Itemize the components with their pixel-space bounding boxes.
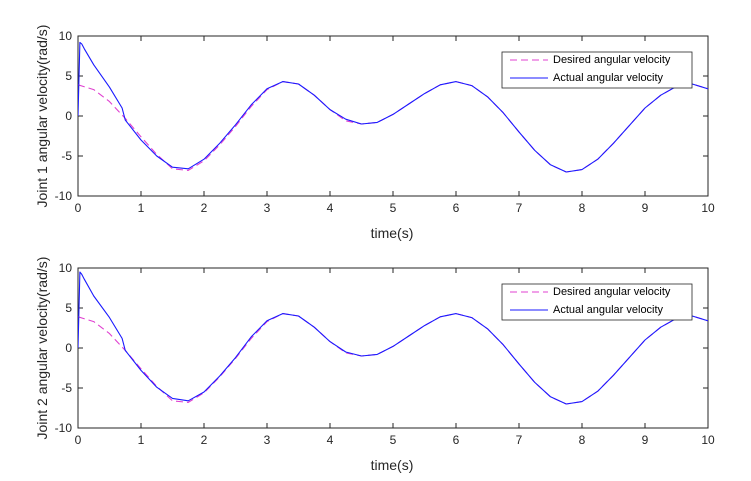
y-tick-label: 5 [65, 301, 72, 315]
chart-xlabel: time(s) [371, 225, 414, 241]
plot-layer: 0 1 2 3 4 5 6 7 8 9 10 -10 -5 0 5 10 [55, 261, 715, 447]
x-tick-label: 8 [579, 201, 586, 215]
x-tick-label: 7 [516, 433, 523, 447]
x-tick-label: 9 [642, 433, 649, 447]
legend-label-desired: Desired angular velocity [553, 54, 671, 66]
x-tick-label: 6 [453, 433, 460, 447]
x-tick-label: 4 [327, 433, 334, 447]
plot-layer: 0 1 2 3 4 5 6 7 8 9 10 -10 -5 0 5 10 [55, 29, 715, 215]
chart-ylabel: Joint 2 angular velocity(rad/s) [34, 257, 50, 440]
y-tick-label: 10 [59, 29, 73, 43]
x-tick-label: 8 [579, 433, 586, 447]
y-tick-label: 0 [65, 341, 72, 355]
x-tick-label: 6 [453, 201, 460, 215]
x-tick-label: 5 [390, 433, 397, 447]
x-tick-label: 3 [264, 201, 271, 215]
y-tick-label: 5 [65, 69, 72, 83]
chart-joint-2: 0 1 2 3 4 5 6 7 8 9 10 -10 -5 0 5 10 Joint 2 angular vel… [34, 257, 715, 473]
x-tick-label: 4 [327, 201, 334, 215]
chart-ylabel: Joint 1 angular velocity(rad/s) [34, 25, 50, 208]
x-tick-label: 9 [642, 201, 649, 215]
legend-box [501, 51, 693, 89]
x-tick-label: 1 [138, 433, 145, 447]
x-tick-label: 0 [75, 201, 82, 215]
x-tick-label: 7 [516, 201, 523, 215]
x-tick-label: 1 [138, 201, 145, 215]
x-tick-label: 5 [390, 201, 397, 215]
y-tick-label: -10 [55, 189, 73, 203]
y-tick-label: 0 [65, 109, 72, 123]
chart-joint-1: 0 1 2 3 4 5 6 7 8 9 10 -10 -5 0 5 10 Joint 1 angular vel… [34, 25, 715, 241]
legend-box [501, 283, 693, 321]
legend-label-desired: Desired angular velocity [553, 286, 671, 298]
x-tick-label: 2 [201, 201, 208, 215]
legend-label-actual: Actual angular velocity [553, 72, 664, 84]
x-tick-label: 3 [264, 433, 271, 447]
y-tick-label: -5 [61, 381, 72, 395]
legend-label-actual: Actual angular velocity [553, 304, 664, 316]
y-tick-label: 10 [59, 261, 73, 275]
x-tick-label: 10 [701, 433, 715, 447]
series-actual-line [78, 41, 708, 173]
x-tick-label: 2 [201, 433, 208, 447]
x-tick-label: 10 [701, 201, 715, 215]
chart-xlabel: time(s) [371, 457, 414, 473]
series-actual-line [78, 271, 708, 405]
y-tick-label: -10 [55, 421, 73, 435]
x-tick-label: 0 [75, 433, 82, 447]
y-tick-label: -5 [61, 149, 72, 163]
